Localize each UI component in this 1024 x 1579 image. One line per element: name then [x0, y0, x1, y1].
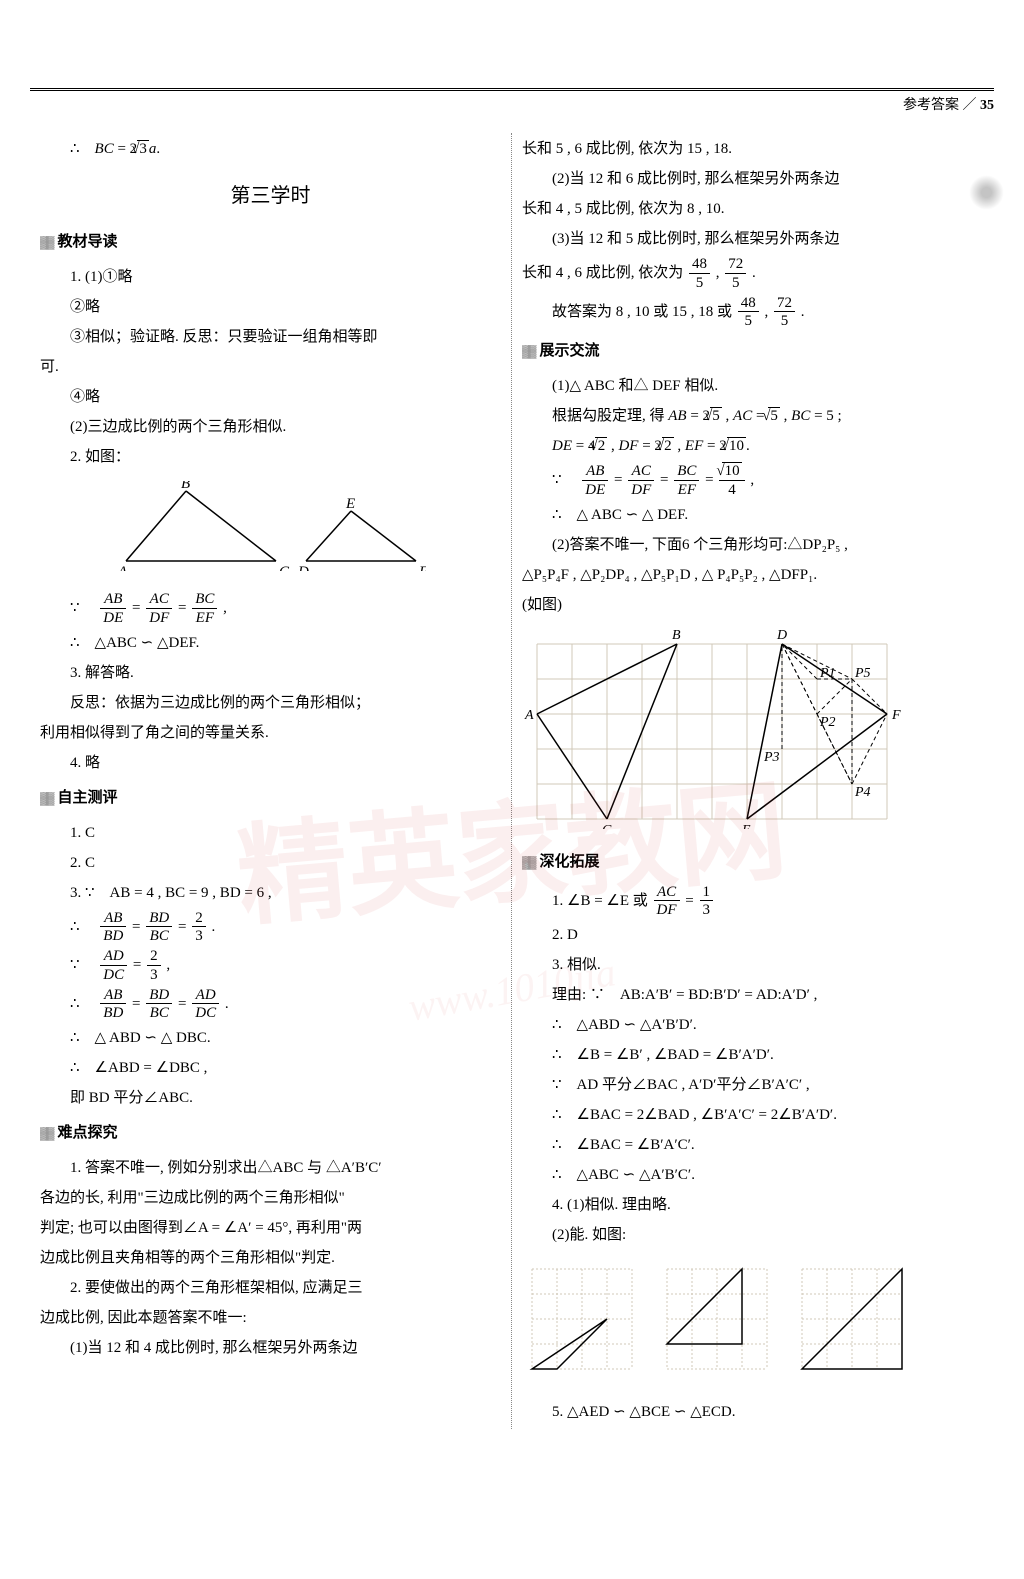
l: 判定; 也可以由图得到∠A = ∠A′ = 45°, 再利用"两	[40, 1215, 501, 1242]
r: (如图)	[522, 592, 984, 619]
page-number: 35	[980, 98, 994, 113]
l: ∴ △ABC ∽ △DEF.	[40, 630, 501, 657]
l: ③相似；验证略. 反思：只要验证一组角相等即	[40, 324, 501, 351]
l: 反思：依据为三边成比例的两个三角形相似；	[40, 690, 501, 717]
section-zizhu: 自主测评	[40, 785, 501, 812]
r: 5. △AED ∽ △BCE ∽ △ECD.	[522, 1399, 984, 1426]
r: DE = 42 , DF = 22 , EF = 210.	[522, 433, 984, 460]
r: 根据勾股定理, 得 AB = 25 , AC = 5 , BC = 5 ;	[522, 403, 984, 430]
eq: ∵ ADDC = 23 ,	[40, 948, 501, 984]
l: ∴ △ ABD ∽ △ DBC.	[40, 1025, 501, 1052]
r: ∴ ∠BAC = ∠B′A′C′.	[522, 1132, 984, 1159]
r: 4. (1)相似. 理由略.	[522, 1192, 984, 1219]
lesson-title: 第三学时	[40, 178, 501, 214]
r: ∴ △ABC ∽ △A′B′C′.	[522, 1162, 984, 1189]
r: 理由: ∵ AB:A′B′ = BD:B′D′ = AD:A′D′ ,	[522, 982, 984, 1009]
r: 1. ∠B = ∠E 或 ACDF = 13	[522, 884, 984, 920]
svg-text:B: B	[672, 629, 681, 643]
eq: ∴ ABBD = BDBC = 23 .	[40, 910, 501, 946]
svg-text:D: D	[297, 564, 309, 571]
r: ∴ △ ABC ∽ △ DEF.	[522, 502, 984, 529]
l: ④略	[40, 384, 501, 411]
l: 3. 解答略.	[40, 660, 501, 687]
svg-text:A: A	[117, 564, 128, 571]
section-zhanshi: 展示交流	[522, 338, 984, 365]
eq: ∵ ABDE = ACDF = BCEF = 104 ,	[522, 463, 984, 499]
left-line: ∴ BC = 23a.	[40, 136, 501, 163]
r: ∴ ∠BAC = 2∠BAD , ∠B′A′C′ = 2∠B′A′D′.	[522, 1102, 984, 1129]
svg-text:E: E	[345, 496, 355, 512]
svg-text:P5: P5	[854, 666, 871, 681]
section-nandian: 难点探究	[40, 1120, 501, 1147]
svg-text:P1: P1	[819, 666, 836, 681]
l: (2)三边成比例的两个三角形相似.	[40, 414, 501, 441]
l: 可.	[40, 354, 501, 381]
section-shenhua: 深化拓展	[522, 849, 984, 876]
r: 长和 4 , 6 成比例, 依次为 485 , 725 .	[522, 256, 984, 292]
eq: ∵ ABDE = ACDF = BCEF ,	[40, 591, 501, 627]
r: 2. D	[522, 922, 984, 949]
svg-text:P3: P3	[763, 750, 780, 765]
r: 故答案为 8 , 10 或 15 , 18 或 485 , 725 .	[522, 295, 984, 331]
r: 长和 4 , 5 成比例, 依次为 8 , 10.	[522, 196, 984, 223]
r: ∴ △ABD ∽ △A′B′D′.	[522, 1012, 984, 1039]
svg-text:C: C	[279, 564, 290, 571]
l: 边成比例, 因此本题答案不唯一:	[40, 1305, 501, 1332]
r: (2)当 12 和 6 成比例时, 那么框架另外两条边	[522, 166, 984, 193]
svg-text:E: E	[741, 823, 751, 829]
r: (1)△ ABC 和△ DEF 相似.	[522, 373, 984, 400]
triangle-figure: A B CD E F	[40, 481, 501, 581]
header-label: 参考答案 ／	[903, 98, 977, 113]
l: 2. 要使做出的两个三角形框架相似, 应满足三	[40, 1275, 501, 1302]
l: 边成比例且夹角相等的两个三角形相似"判定.	[40, 1245, 501, 1272]
r: 长和 5 , 6 成比例, 依次为 15 , 18.	[522, 136, 984, 163]
l: 2. 如图：	[40, 444, 501, 471]
l: 2. C	[40, 850, 501, 877]
svg-text:C: C	[602, 823, 612, 829]
figure-2	[522, 1259, 984, 1389]
page-header: 参考答案 ／ 35	[30, 90, 994, 118]
svg-text:D: D	[776, 629, 787, 643]
r: (2)答案不唯一, 下面6 个三角形均可:△DP₂P₅ ,	[522, 532, 984, 559]
l: 各边的长, 利用"三边成比例的两个三角形相似"	[40, 1185, 501, 1212]
svg-text:F: F	[891, 708, 901, 723]
r: ∵ AD 平分∠BAC , A′D′平分∠B′A′C′ ,	[522, 1072, 984, 1099]
r: 3. 相似.	[522, 952, 984, 979]
l: ∴ ∠ABD = ∠DBC ,	[40, 1055, 501, 1082]
page-stain	[969, 175, 1004, 210]
r: ∴ ∠B = ∠B′ , ∠BAD = ∠B′A′D′.	[522, 1042, 984, 1069]
r: (2)能. 如图:	[522, 1222, 984, 1249]
right-column: 长和 5 , 6 成比例, 依次为 15 , 18. (2)当 12 和 6 成…	[512, 133, 994, 1429]
svg-text:P4: P4	[854, 785, 871, 800]
svg-text:B: B	[181, 481, 190, 492]
l: 1. (1)①略	[40, 264, 501, 291]
l: ②略	[40, 294, 501, 321]
svg-text:P2: P2	[819, 715, 836, 730]
eq: ∴ ABBD = BDBC = ADDC .	[40, 987, 501, 1023]
grid-figure: A B C D E F P1 P2 P3 P4 P5	[522, 629, 984, 839]
content-columns: ∴ BC = 23a. 第三学时 教材导读 1. (1)①略 ②略 ③相似；验证…	[30, 133, 994, 1429]
r: (3)当 12 和 5 成比例时, 那么框架另外两条边	[522, 226, 984, 253]
section-jiaocai: 教材导读	[40, 229, 501, 256]
svg-text:A: A	[524, 708, 534, 723]
l: 4. 略	[40, 750, 501, 777]
left-column: ∴ BC = 23a. 第三学时 教材导读 1. (1)①略 ②略 ③相似；验证…	[30, 133, 512, 1429]
r: △P₅P₄F , △P₂DP₄ , △P₅P₁D , △ P₄P₅P₂ , △D…	[522, 562, 984, 589]
l: 3. ∵ AB = 4 , BC = 9 , BD = 6 ,	[40, 880, 501, 907]
l: 1. C	[40, 820, 501, 847]
svg-text:F: F	[418, 564, 426, 571]
l: 利用相似得到了角之间的等量关系.	[40, 720, 501, 747]
l: 1. 答案不唯一, 例如分别求出△ABC 与 △A′B′C′	[40, 1155, 501, 1182]
l: (1)当 12 和 4 成比例时, 那么框架另外两条边	[40, 1335, 501, 1362]
l: 即 BD 平分∠ABC.	[40, 1085, 501, 1112]
